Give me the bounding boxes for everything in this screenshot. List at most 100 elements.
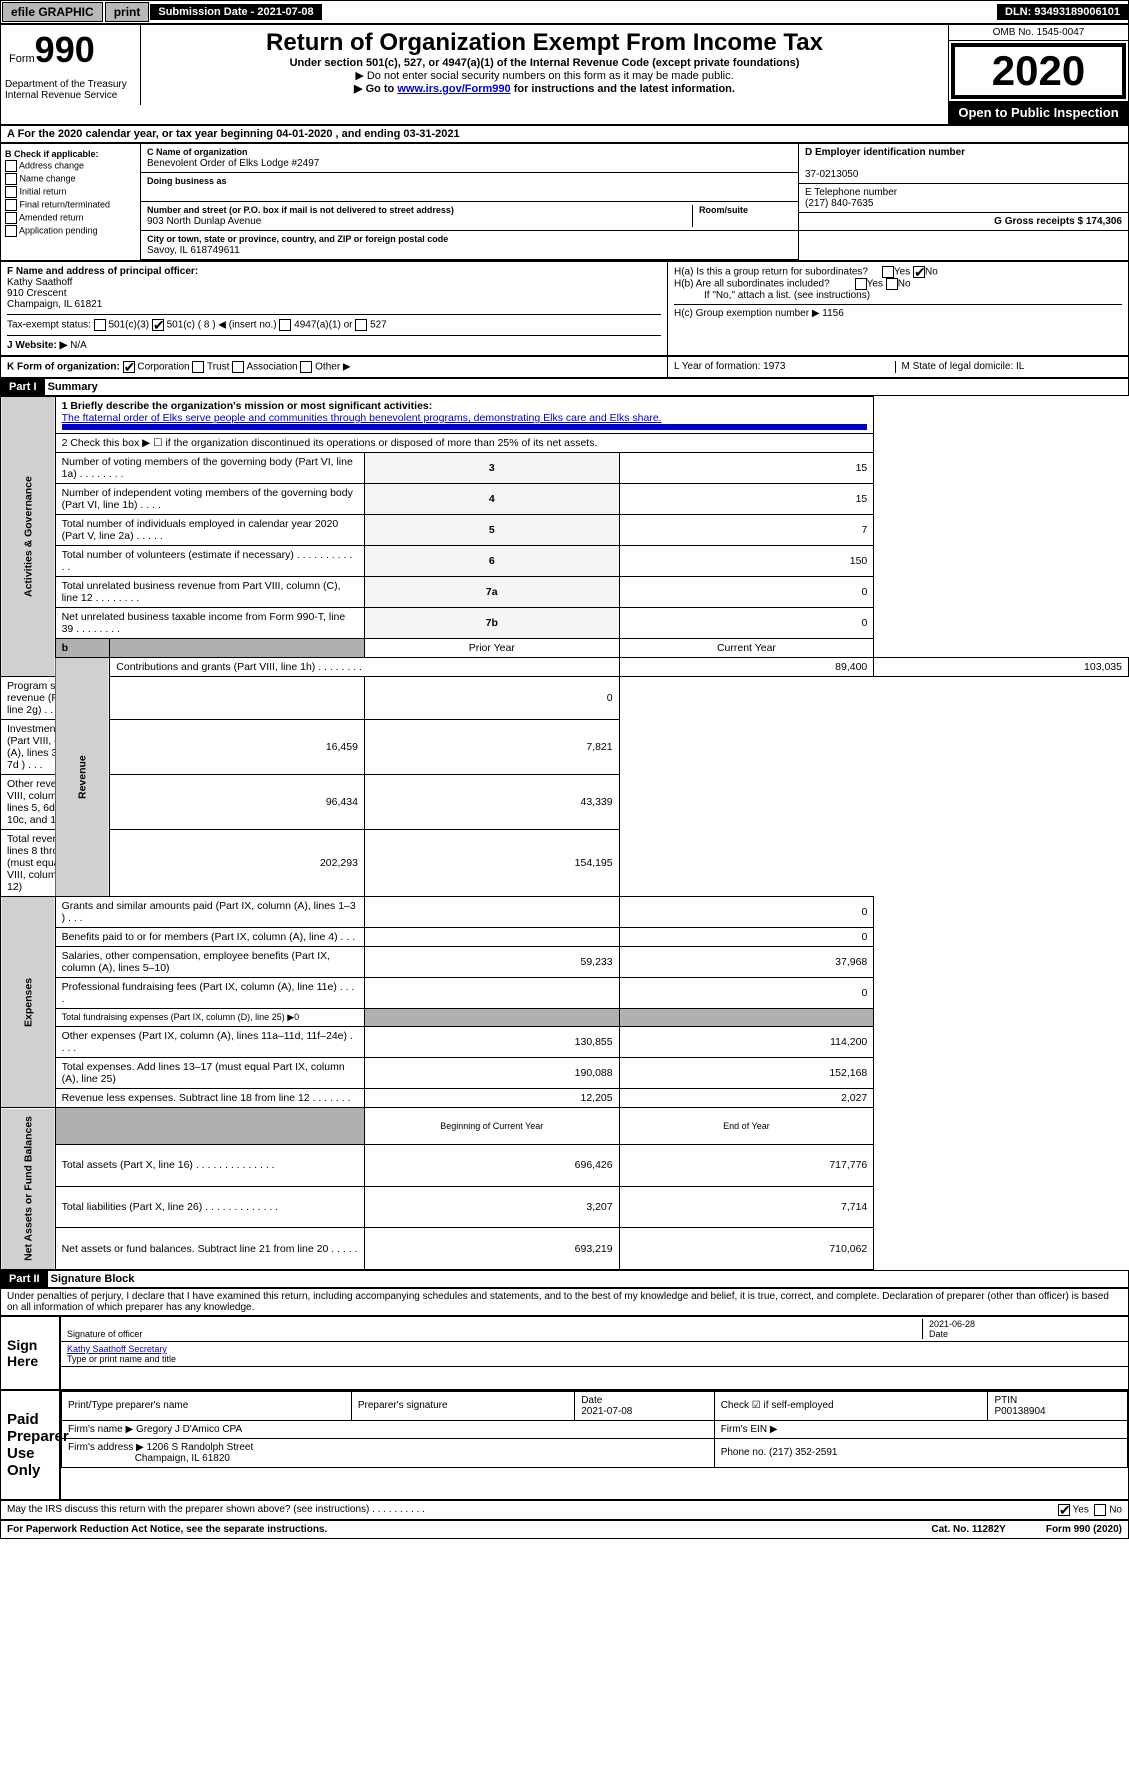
hb-no-lbl: No [898, 279, 911, 290]
checkbox-initial[interactable] [5, 186, 17, 198]
gray-pad [110, 639, 365, 658]
table-row: Total revenue—add lines 8 through 11 (mu… [1, 830, 1129, 897]
exp19-c: 2,027 [619, 1089, 874, 1108]
ptin-label: PTIN [994, 1395, 1017, 1406]
chk-4947[interactable] [279, 319, 291, 331]
j-label: J Website: ▶ [7, 340, 67, 351]
c-label: C Name of organization [147, 147, 248, 157]
form-subtitle: Under section 501(c), 527, or 4947(a)(1)… [290, 57, 800, 69]
table-row: Other revenue (Part VIII, column (A), li… [1, 775, 1129, 830]
d-label: D Employer identification number [805, 147, 965, 158]
discuss-no[interactable] [1094, 1504, 1106, 1516]
officer-name-title: Kathy Saathoff Secretary [67, 1344, 167, 1354]
exp15-c: 37,968 [619, 947, 874, 978]
chk-assoc[interactable] [232, 361, 244, 373]
exp15-text: Salaries, other compensation, employee b… [55, 947, 364, 978]
net22-text: Net assets or fund balances. Subtract li… [55, 1228, 364, 1270]
org-city: Savoy, IL 618749611 [147, 245, 240, 256]
col-end: End of Year [619, 1108, 874, 1145]
chk-other[interactable] [300, 361, 312, 373]
rev11-p: 96,434 [110, 775, 365, 830]
exp16b-text: Total fundraising expenses (Part IX, col… [55, 1009, 364, 1027]
box-k: K Form of organization: Corporation Trus… [1, 357, 668, 377]
rev9-p [110, 677, 365, 720]
table-row: Net assets or fund balances. Subtract li… [1, 1228, 1129, 1270]
prep-sig-label: Preparer's signature [351, 1391, 574, 1420]
checkbox-address-change[interactable] [5, 160, 17, 172]
dba-label: Doing business as [147, 176, 227, 186]
rev12-p: 202,293 [110, 830, 365, 897]
row5-val: 7 [619, 515, 874, 546]
gray-b: b [55, 639, 110, 658]
chk-527[interactable] [355, 319, 367, 331]
k-trust: Trust [207, 362, 229, 373]
submission-date: Submission Date - 2021-07-08 [150, 4, 321, 20]
hb-no[interactable] [886, 278, 898, 290]
efile-button[interactable]: efile GRAPHIC [2, 2, 103, 22]
table-row: Benefits paid to or for members (Part IX… [1, 928, 1129, 947]
exp13-text: Grants and similar amounts paid (Part IX… [55, 897, 364, 928]
row6-key: 6 [364, 546, 619, 577]
sig-date-val: 2021-06-28 [929, 1319, 975, 1329]
ha-no[interactable] [913, 266, 925, 278]
city-label: City or town, state or province, country… [147, 234, 448, 244]
dln-label: DLN: 93493189006101 [997, 4, 1128, 20]
table-row: Total unrelated business revenue from Pa… [1, 577, 1129, 608]
sign-here-block: Sign Here Signature of officer 2021-06-2… [0, 1316, 1129, 1390]
row7a-val: 0 [619, 577, 874, 608]
checkbox-amended[interactable] [5, 212, 17, 224]
net20-c: 717,776 [619, 1145, 874, 1187]
table-row: Total assets (Part X, line 16) . . . . .… [1, 1145, 1129, 1187]
prep-name-label: Print/Type preparer's name [62, 1391, 352, 1420]
checkbox-name-change[interactable] [5, 173, 17, 185]
tax-year: 2020 [951, 43, 1126, 99]
open-public-badge: Open to Public Inspection [949, 101, 1128, 124]
rev12-c: 154,195 [364, 830, 619, 897]
opt-527: 527 [370, 320, 387, 331]
firm-ein-label: Firm's EIN ▶ [714, 1420, 1127, 1438]
opt-initial: Initial return [20, 186, 67, 196]
side-governance: Activities & Governance [1, 397, 56, 677]
row7b-text: Net unrelated business taxable income fr… [55, 608, 364, 639]
goto-post: for instructions and the latest informat… [511, 83, 735, 95]
table-row: Program service revenue (Part VIII, line… [1, 677, 1129, 720]
checkbox-pending[interactable] [5, 225, 17, 237]
net22-p: 693,219 [364, 1228, 619, 1270]
table-row: Total number of individuals employed in … [1, 515, 1129, 546]
ha-no-lbl: No [925, 267, 938, 278]
net20-p: 696,426 [364, 1145, 619, 1187]
irs-link[interactable]: www.irs.gov/Form990 [397, 83, 510, 95]
rev10-p: 16,459 [110, 720, 365, 775]
chk-trust[interactable] [192, 361, 204, 373]
box-b-label: B Check if applicable: [5, 149, 99, 159]
m-state: M State of legal domicile: IL [895, 361, 1123, 373]
row4-key: 4 [364, 484, 619, 515]
checkbox-final[interactable] [5, 199, 17, 211]
chk-501c3[interactable] [94, 319, 106, 331]
rev11-c: 43,339 [364, 775, 619, 830]
chk-corp[interactable] [123, 361, 135, 373]
table-row: Salaries, other compensation, employee b… [1, 947, 1129, 978]
opt-final: Final return/terminated [20, 199, 111, 209]
hb-label: H(b) Are all subordinates included? [674, 279, 830, 290]
omb-number: OMB No. 1545-0047 [949, 25, 1128, 41]
hb-yes[interactable] [855, 278, 867, 290]
exp19-text: Revenue less expenses. Subtract line 18 … [55, 1089, 364, 1108]
exp16a-p [364, 978, 619, 1009]
exp17-c: 114,200 [619, 1027, 874, 1058]
discuss-no-lbl: No [1109, 1505, 1122, 1516]
sig-officer-label: Signature of officer [67, 1329, 142, 1339]
top-toolbar: efile GRAPHIC print Submission Date - 20… [0, 0, 1129, 24]
exp16b-p [364, 1009, 619, 1027]
opt-501c: 501(c) ( 8 ) ◀ (insert no.) [167, 320, 277, 331]
officer-addr2: Champaign, IL 61821 [7, 299, 102, 310]
net21-c: 7,714 [619, 1186, 874, 1228]
chk-501c[interactable] [152, 319, 164, 331]
ha-yes[interactable] [882, 266, 894, 278]
k-corp: Corporation [137, 362, 189, 373]
print-button[interactable]: print [105, 2, 150, 22]
exp13-p [364, 897, 619, 928]
discuss-yes[interactable] [1058, 1504, 1070, 1516]
discuss-yes-lbl: Yes [1073, 1505, 1089, 1516]
g-gross: G Gross receipts $ 174,306 [994, 216, 1122, 227]
